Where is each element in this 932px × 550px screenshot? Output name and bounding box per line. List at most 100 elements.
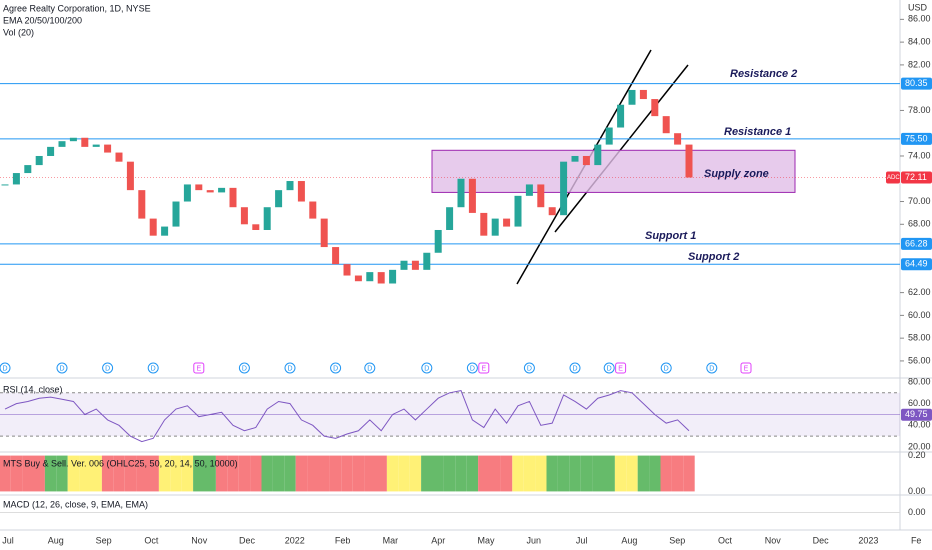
- mts-segment: [546, 455, 558, 492]
- annotation: Resistance 2: [730, 68, 797, 80]
- candle: [126, 161, 134, 191]
- candle: [446, 207, 454, 230]
- y-tick-label: 62.00: [908, 287, 931, 297]
- event-label: E: [481, 365, 486, 372]
- event-marker: [421, 362, 433, 374]
- mts-title: MTS Buy & Sell. Ver. 006 (OHLC25, 50, 20…: [3, 458, 238, 468]
- event-marker: [603, 362, 615, 374]
- y-tick-label: 68.00: [908, 219, 931, 229]
- event-marker: [706, 362, 718, 374]
- mts-segment: [101, 455, 114, 492]
- mts-segment: [398, 455, 410, 492]
- x-tick-label: Aug: [48, 535, 64, 545]
- x-tick-label: May: [477, 535, 495, 545]
- event-label: E: [196, 365, 201, 372]
- candle: [503, 218, 511, 227]
- candle: [560, 161, 568, 216]
- candle: [514, 195, 522, 227]
- mts-segment: [33, 455, 45, 492]
- event-label: D: [664, 365, 669, 372]
- candle: [320, 218, 328, 248]
- candle: [651, 99, 659, 117]
- mts-segment: [158, 455, 171, 492]
- candle: [571, 155, 579, 162]
- candle: [35, 155, 43, 166]
- annotation: Resistance 1: [724, 126, 791, 138]
- indicator-label: EMA 20/50/100/200: [3, 15, 82, 25]
- price-label-bg: [901, 132, 932, 145]
- x-tick-label: 2023: [858, 535, 878, 545]
- mts-segment: [307, 455, 319, 492]
- mts-segment: [250, 455, 262, 492]
- mts-segment: [683, 455, 695, 492]
- mts-segment: [22, 455, 34, 492]
- event-marker: [569, 362, 581, 374]
- mts-segment: [10, 455, 23, 492]
- price-label-bg: [901, 171, 932, 184]
- event-label: D: [287, 365, 292, 372]
- mts-segment: [0, 455, 11, 492]
- mts-segment: [614, 455, 627, 492]
- event-marker: [615, 362, 627, 374]
- annotation: Support 1: [645, 230, 696, 242]
- mts-segment: [466, 455, 479, 492]
- y-tick-label: 82.00: [908, 59, 931, 69]
- price-label: 80.35: [905, 78, 928, 88]
- candle: [297, 181, 305, 202]
- mts-segment: [364, 455, 376, 492]
- event-marker: [238, 362, 250, 374]
- mts-segment: [557, 455, 570, 492]
- candle: [423, 252, 431, 270]
- candle: [537, 184, 545, 208]
- mts-segment: [432, 455, 444, 492]
- x-tick-label: Fe: [911, 535, 922, 545]
- mts-segment: [261, 455, 273, 492]
- y-tick-label: 70.00: [908, 196, 931, 206]
- mts-segment: [329, 455, 342, 492]
- candle: [491, 218, 499, 236]
- rsi-last-label: 49.75: [905, 409, 928, 419]
- candle: [594, 144, 602, 166]
- rsi-title: RSI (14, close): [3, 384, 63, 394]
- rsi-last-bg: [901, 408, 932, 421]
- rsi-line: [4, 390, 690, 443]
- candle: [685, 144, 693, 178]
- candle: [525, 184, 533, 196]
- mts-segment: [113, 455, 125, 492]
- price-label-bg: [901, 258, 932, 271]
- candle: [229, 187, 237, 208]
- candle: [12, 173, 20, 185]
- currency-label: USD: [908, 2, 928, 12]
- candle: [104, 144, 112, 153]
- candle: [605, 127, 613, 145]
- mts-segment: [124, 455, 137, 492]
- candle: [389, 269, 397, 284]
- x-tick-label: Oct: [718, 535, 733, 545]
- mts-segment: [478, 455, 490, 492]
- candle: [252, 224, 260, 230]
- candle: [1, 184, 9, 186]
- event-label: D: [470, 365, 475, 372]
- y-tick-label: 80.00: [908, 376, 931, 386]
- x-tick-label: Jun: [527, 535, 542, 545]
- event-label: D: [151, 365, 156, 372]
- x-tick-label: Oct: [144, 535, 159, 545]
- x-tick-label: Aug: [621, 535, 637, 545]
- candle: [309, 201, 317, 219]
- mts-segment: [455, 455, 467, 492]
- y-tick-label: 58.00: [908, 333, 931, 343]
- y-tick-label: 0.20: [908, 450, 926, 460]
- price-label: 66.28: [905, 238, 928, 248]
- event-marker: [466, 362, 478, 374]
- candle: [24, 165, 32, 174]
- event-marker: [102, 362, 114, 374]
- candle: [263, 207, 271, 230]
- mts-segment: [204, 455, 216, 492]
- y-tick-label: 20.00: [908, 441, 931, 451]
- annotation: Support 2: [688, 251, 739, 263]
- price-label: 72.11: [905, 172, 927, 182]
- candle: [354, 275, 362, 282]
- candle: [161, 226, 169, 236]
- candle: [69, 137, 77, 142]
